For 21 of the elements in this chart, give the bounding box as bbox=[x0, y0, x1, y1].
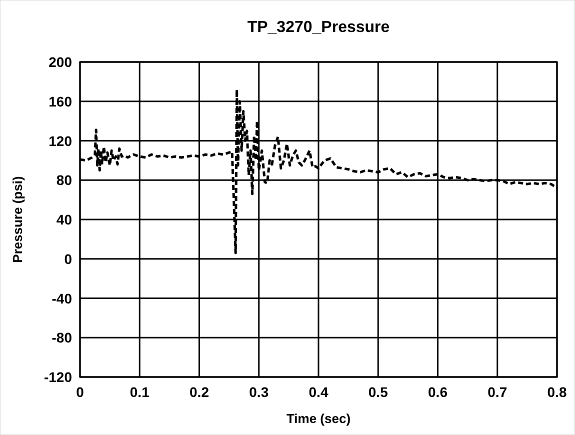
x-tick-label: 0.4 bbox=[308, 384, 328, 400]
y-tick-label: -120 bbox=[44, 369, 72, 385]
x-tick-label: 0.5 bbox=[368, 384, 388, 400]
x-tick-label: 0.8 bbox=[547, 384, 567, 400]
y-tick-label: 160 bbox=[48, 93, 72, 110]
x-tick-label: 0.3 bbox=[249, 384, 269, 400]
y-tick-label: 40 bbox=[56, 212, 72, 228]
x-tick-label: 0 bbox=[76, 384, 84, 400]
x-tick-label: 0.7 bbox=[488, 384, 508, 400]
x-tick-label: 0.6 bbox=[428, 384, 448, 400]
y-tick-label: -40 bbox=[52, 290, 72, 306]
x-tick-label: 0.1 bbox=[130, 384, 150, 400]
y-tick-label: -80 bbox=[52, 330, 72, 346]
chart-title: TP_3270_Pressure bbox=[247, 19, 390, 36]
y-tick-label: 80 bbox=[56, 172, 72, 188]
y-tick-label: 0 bbox=[64, 250, 72, 267]
y-tick-label: 120 bbox=[48, 132, 72, 149]
x-tick-label: 0.2 bbox=[190, 384, 210, 400]
x-axis-title: Time (sec) bbox=[286, 411, 351, 426]
y-axis-title: Pressure (psi) bbox=[10, 176, 25, 263]
y-tick-label: 200 bbox=[48, 54, 72, 70]
